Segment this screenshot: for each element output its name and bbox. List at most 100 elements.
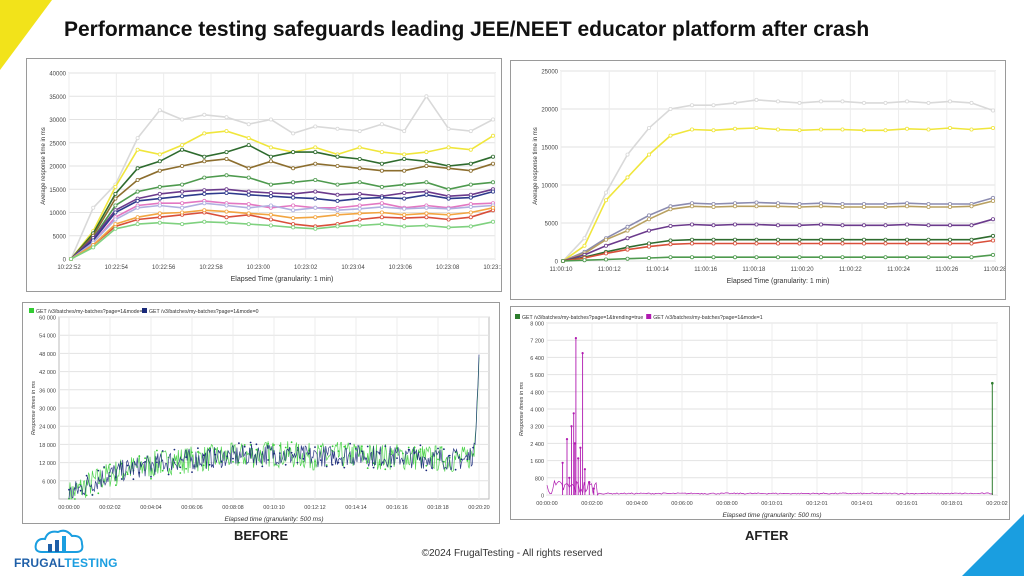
scatter-point: [366, 445, 369, 448]
data-point: [840, 127, 845, 132]
series-line: [70, 209, 494, 260]
series-line: [70, 220, 494, 260]
scatter-point: [302, 457, 305, 460]
data-point: [246, 192, 251, 197]
scatter-point: [255, 443, 258, 446]
x-tick-label: 11:00:22: [839, 267, 863, 273]
data-point: [357, 145, 362, 150]
data-point: [335, 212, 340, 217]
x-tick-label: 11:00:12: [598, 267, 622, 273]
data-point: [861, 223, 866, 228]
blue-corner-accent: [962, 514, 1024, 576]
data-point: [625, 224, 630, 229]
data-point: [797, 100, 802, 105]
scatter-point: [592, 487, 595, 490]
data-point: [313, 178, 318, 183]
data-point: [246, 189, 251, 194]
data-point: [689, 127, 694, 132]
data-point: [468, 147, 473, 152]
data-point: [947, 237, 952, 242]
x-tick-label: 10:23:06: [389, 265, 413, 271]
scatter-point: [466, 460, 469, 462]
scatter-point: [156, 461, 158, 464]
scatter-point: [296, 461, 299, 464]
data-point: [379, 215, 384, 220]
data-point: [668, 207, 673, 212]
data-point: [291, 131, 296, 136]
data-point: [446, 166, 451, 171]
data-point: [818, 255, 823, 260]
scatter-point: [588, 481, 591, 484]
data-point: [113, 222, 118, 227]
data-point: [157, 196, 162, 201]
data-point: [313, 150, 318, 155]
y-axis-label: Average response time in ms: [533, 127, 539, 205]
data-point: [246, 175, 251, 180]
legend-label: GET /v3/batches/my-batches?page=1&mode=1: [653, 315, 763, 321]
data-point: [335, 182, 340, 187]
data-point: [490, 161, 495, 166]
data-point: [754, 204, 759, 209]
scatter-point: [156, 449, 158, 452]
data-point: [402, 206, 407, 211]
data-point: [732, 255, 737, 260]
data-point: [711, 223, 716, 228]
scatter-point: [396, 457, 398, 459]
data-point: [797, 223, 802, 228]
data-point: [402, 152, 407, 157]
x-tick-label: 00:10:10: [263, 505, 284, 511]
scatter-point: [325, 465, 328, 468]
x-tick-label: 10:23:08: [436, 265, 460, 271]
data-point: [969, 241, 974, 246]
series-line: [70, 94, 494, 260]
scatter-point: [568, 476, 571, 479]
x-tick-label: 11:00:16: [694, 267, 718, 273]
scatter-point: [261, 465, 264, 468]
data-point: [840, 237, 845, 242]
y-tick-label: 6 400: [530, 356, 544, 362]
data-point: [268, 203, 273, 208]
scatter-point: [437, 447, 439, 450]
series-line: [70, 188, 494, 260]
scatter-point: [243, 444, 246, 446]
scatter-point: [574, 337, 577, 340]
data-point: [91, 205, 96, 210]
scatter-point: [337, 461, 340, 464]
scatter-point: [577, 457, 580, 460]
data-point: [402, 157, 407, 162]
data-point: [224, 157, 229, 162]
data-point: [797, 204, 802, 209]
scatter-point: [115, 484, 117, 487]
scatter-point: [85, 494, 88, 497]
data-point: [625, 256, 630, 261]
data-point: [732, 237, 737, 242]
data-point: [157, 211, 162, 216]
scatter-series: [546, 479, 994, 496]
scatter-point: [144, 461, 146, 463]
data-point: [926, 255, 931, 260]
series-line: [70, 130, 494, 260]
scatter-point: [407, 446, 410, 449]
x-tick-label: 10:22:58: [199, 265, 223, 271]
data-point: [689, 237, 694, 242]
data-point: [424, 205, 429, 210]
scatter-point: [103, 466, 105, 468]
x-tick-label: 00:02:00: [581, 501, 602, 507]
data-point: [883, 241, 888, 246]
data-point: [357, 157, 362, 162]
data-point: [926, 127, 931, 132]
data-point: [224, 203, 229, 208]
data-point: [246, 202, 251, 207]
data-point: [840, 223, 845, 228]
data-point: [490, 205, 495, 210]
scatter-point: [179, 466, 182, 469]
data-point: [990, 238, 995, 243]
data-point: [424, 180, 429, 185]
scatter-point: [243, 445, 246, 448]
y-tick-label: 8 000: [530, 322, 544, 328]
scatter-point: [320, 445, 322, 448]
x-tick-label: 00:12:12: [304, 505, 325, 511]
data-point: [291, 191, 296, 196]
y-tick-label: 30 000: [39, 407, 56, 413]
scatter-point: [991, 381, 994, 385]
